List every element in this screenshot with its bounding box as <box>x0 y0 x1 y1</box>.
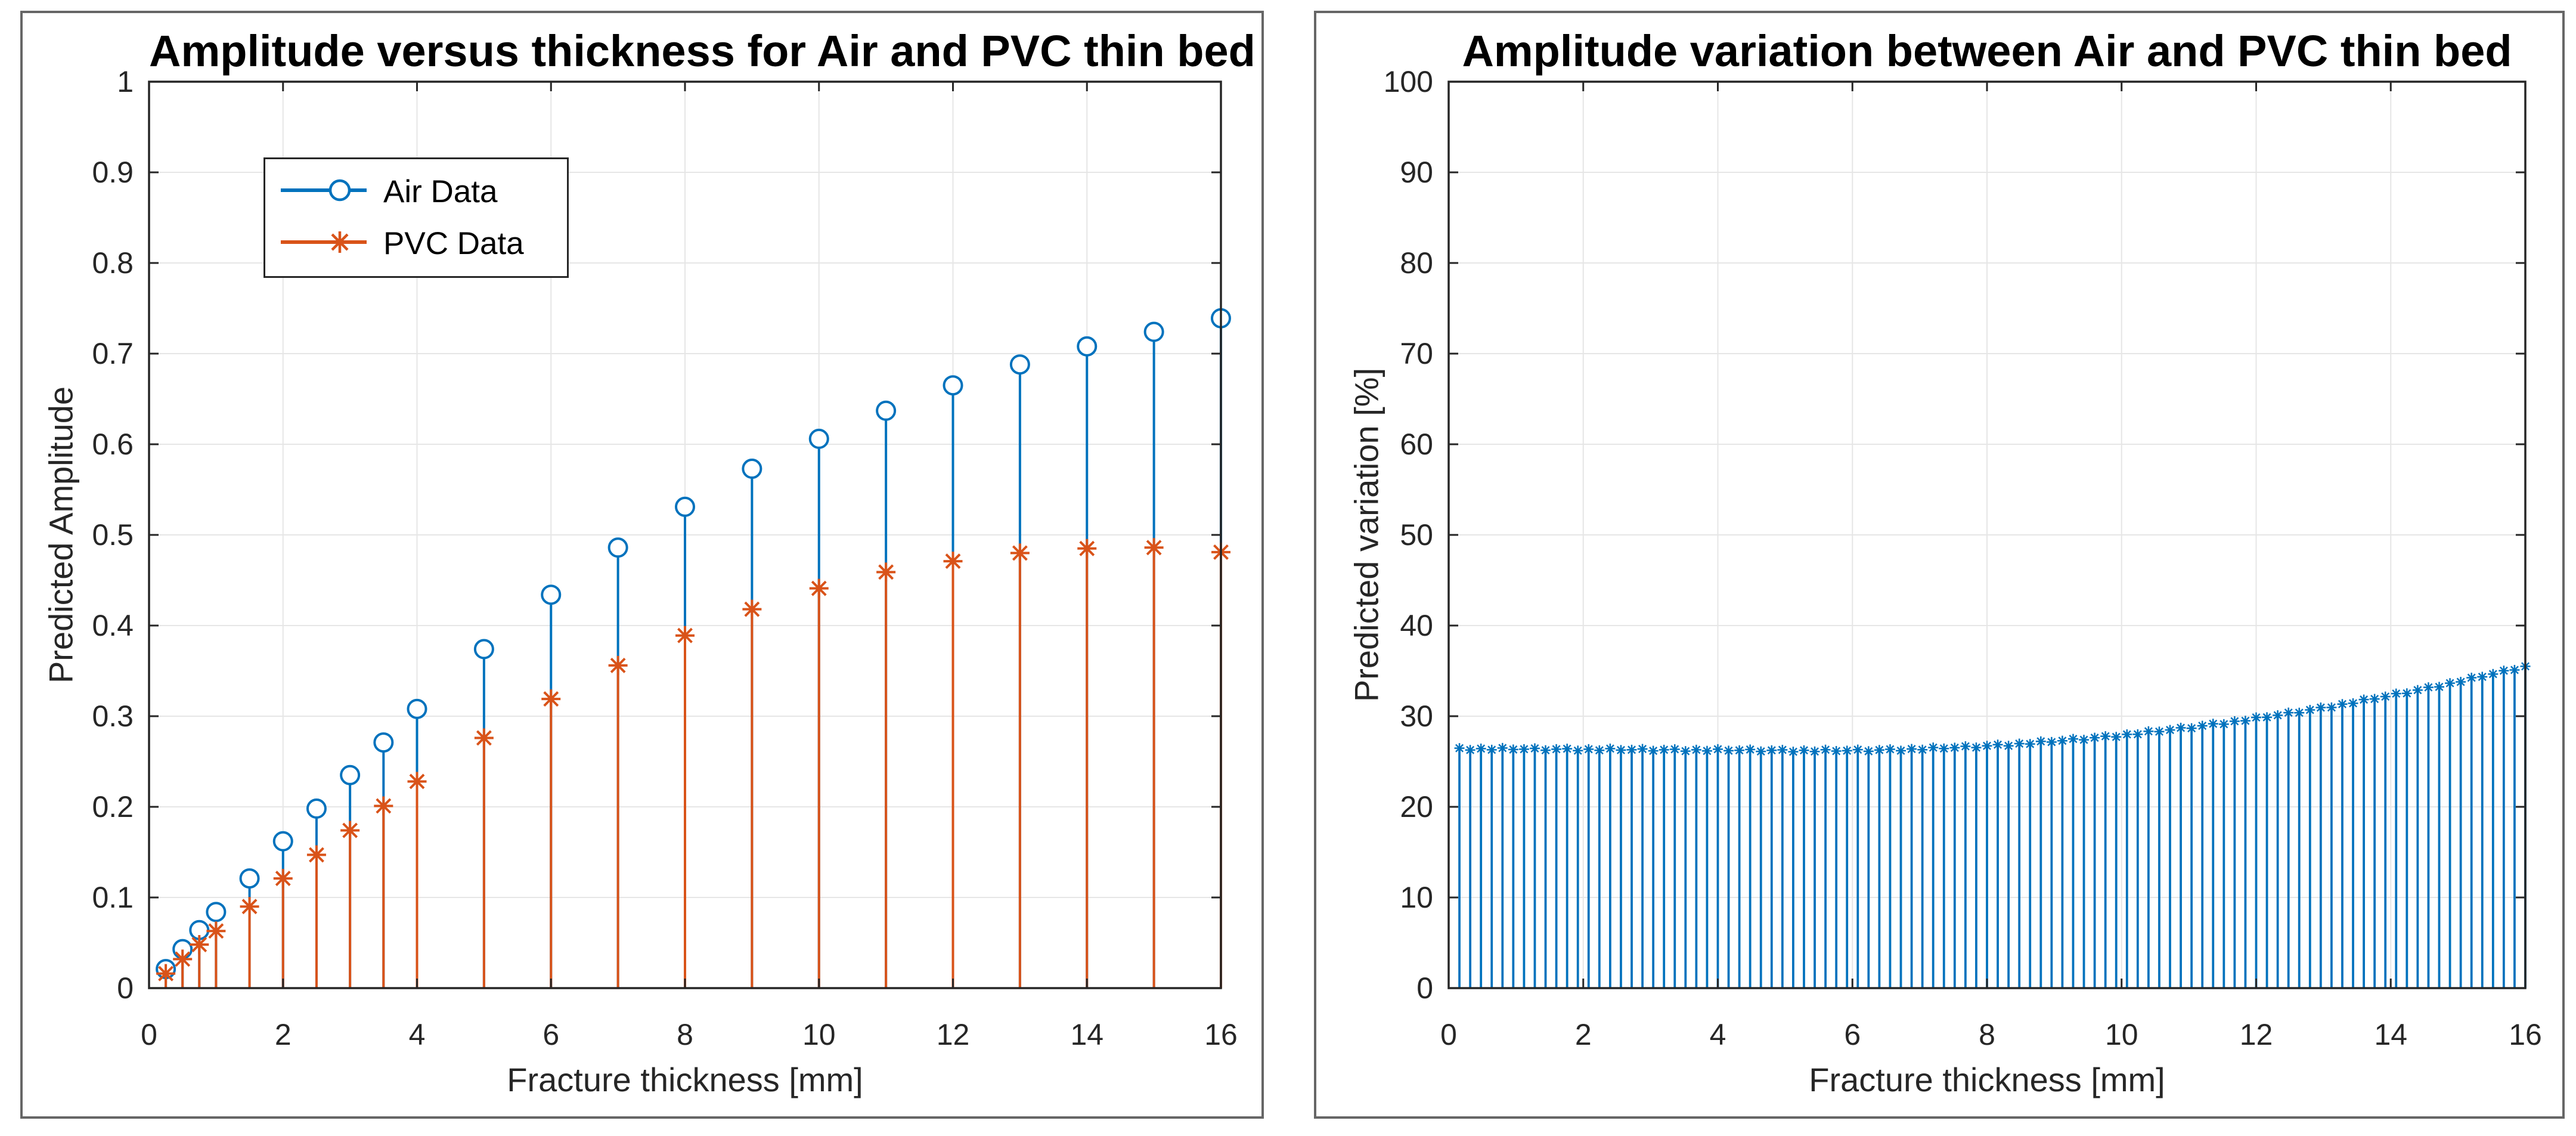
svg-text:50: 50 <box>1400 518 1433 552</box>
svg-text:40: 40 <box>1400 609 1433 642</box>
svg-text:0.4: 0.4 <box>92 609 134 642</box>
svg-text:90: 90 <box>1400 156 1433 189</box>
svg-text:0.7: 0.7 <box>92 337 134 370</box>
air-line-marker-sample <box>277 172 373 211</box>
legend-pvc-label: PVC Data <box>383 226 524 261</box>
svg-text:10: 10 <box>802 1018 836 1051</box>
svg-text:1: 1 <box>117 65 134 98</box>
right-x-axis-label: Fracture thickness [mm] <box>1809 1061 2165 1098</box>
right-figure-panel: 0 2 4 6 8 10 12 14 16 0 10 20 30 40 50 60 70 80 90 100 Ampl… <box>1314 11 2565 1119</box>
svg-text:0.1: 0.1 <box>92 881 134 914</box>
right-chart-title: Amplitude variation between Air and PVC … <box>1462 26 2512 76</box>
svg-text:0: 0 <box>1416 971 1433 1005</box>
svg-text:16: 16 <box>2509 1018 2542 1051</box>
svg-text:100: 100 <box>1384 65 1433 98</box>
left-chart-svg: 0 2 4 6 8 10 12 14 16 0 0.1 0.2 0.3 0.4 0.5 0.6 0.7 0.8 0.… <box>92 65 1238 1051</box>
svg-text:60: 60 <box>1400 428 1433 461</box>
svg-text:0.3: 0.3 <box>92 699 134 733</box>
left-figure-panel: 0 2 4 6 8 10 12 14 16 0 0.1 0.2 0.3 0.4 0.5 0.6 0.7 0.8 0.… <box>20 11 1264 1119</box>
left-y-axis-label: Predicted Amplitude <box>42 386 80 684</box>
svg-text:0.6: 0.6 <box>92 428 134 461</box>
svg-text:6: 6 <box>1844 1018 1861 1051</box>
left-chart-title: Amplitude versus thickness for Air and P… <box>149 26 1256 76</box>
svg-text:2: 2 <box>275 1018 292 1051</box>
svg-text:20: 20 <box>1400 790 1433 824</box>
svg-text:80: 80 <box>1400 246 1433 280</box>
svg-text:0: 0 <box>141 1018 157 1051</box>
svg-text:2: 2 <box>1575 1018 1592 1051</box>
legend-item-pvc: PVC Data <box>265 224 567 263</box>
svg-text:12: 12 <box>2240 1018 2273 1051</box>
svg-text:0: 0 <box>117 971 134 1005</box>
legend-item-air: Air Data <box>265 172 567 211</box>
svg-text:0.2: 0.2 <box>92 790 134 824</box>
svg-text:8: 8 <box>677 1018 693 1051</box>
svg-text:70: 70 <box>1400 337 1433 370</box>
svg-text:14: 14 <box>1070 1018 1103 1051</box>
right-chart-svg: 0 2 4 6 8 10 12 14 16 0 10 20 30 40 50 60 70 80 90 100 <box>1384 65 2542 1051</box>
svg-text:0.9: 0.9 <box>92 156 134 189</box>
svg-text:16: 16 <box>1204 1018 1238 1051</box>
pvc-line-marker-sample <box>277 224 373 263</box>
svg-text:8: 8 <box>1979 1018 1995 1051</box>
svg-text:0.8: 0.8 <box>92 246 134 280</box>
svg-text:4: 4 <box>409 1018 426 1051</box>
svg-text:0: 0 <box>1440 1018 1457 1051</box>
svg-text:30: 30 <box>1400 699 1433 733</box>
svg-text:12: 12 <box>937 1018 970 1051</box>
svg-text:6: 6 <box>543 1018 559 1051</box>
legend-air-label: Air Data <box>383 174 498 209</box>
svg-text:10: 10 <box>1400 881 1433 914</box>
svg-text:0.5: 0.5 <box>92 518 134 552</box>
left-x-axis-label: Fracture thickness [mm] <box>507 1061 863 1098</box>
svg-text:10: 10 <box>2105 1018 2138 1051</box>
legend: Air Data PVC Data <box>264 157 569 278</box>
svg-text:14: 14 <box>2374 1018 2407 1051</box>
svg-text:4: 4 <box>1710 1018 1726 1051</box>
right-y-axis-label: Predicted variation [%] <box>1347 367 1385 702</box>
